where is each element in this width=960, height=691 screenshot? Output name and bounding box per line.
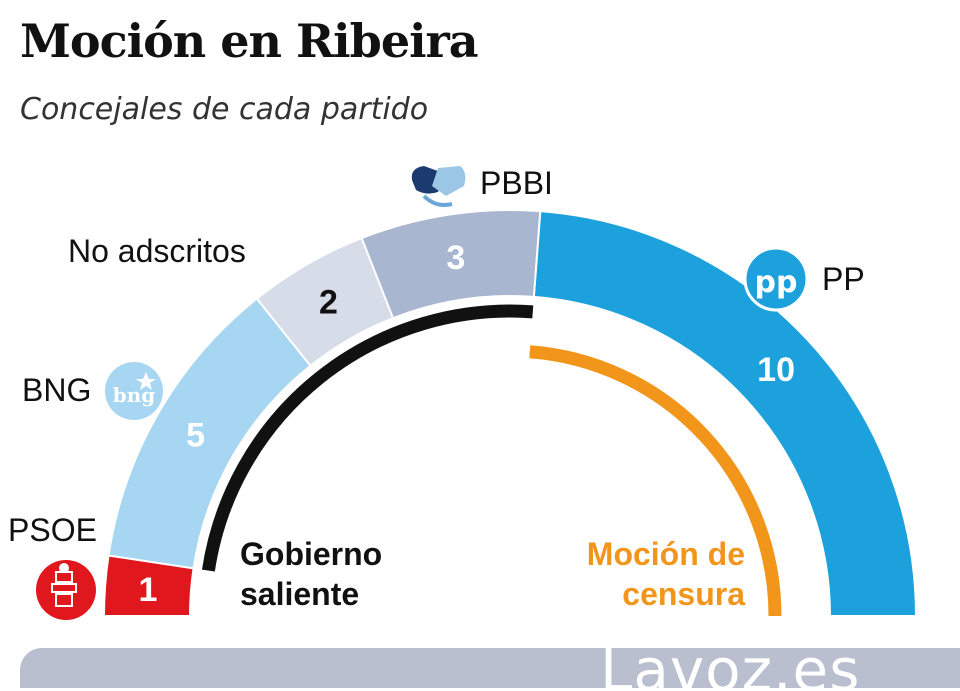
group-label-mocion-line1: Moción de <box>587 536 745 572</box>
group-label-mocion-line2: censura <box>622 576 745 612</box>
party-label-pbbi: PBBI <box>480 165 553 201</box>
svg-text:bng: bng <box>113 383 156 407</box>
party-label-pp: PP <box>822 261 865 297</box>
group-arc-0 <box>201 304 534 572</box>
value-label-pbbi: 3 <box>446 239 465 277</box>
footer-bar: Lavoz.es <box>20 648 960 688</box>
group-label-gobierno-line1: Gobierno <box>240 536 382 572</box>
arc-segment-bng <box>107 297 312 570</box>
group-label-gobierno-line2: saliente <box>240 576 359 612</box>
chart-subtitle: Concejales de cada partido <box>20 92 429 127</box>
group-arc-1 <box>529 345 782 617</box>
brand-watermark: Lavoz.es <box>600 648 861 688</box>
bng-logo-icon: bng <box>105 362 163 420</box>
svg-text:pp: pp <box>755 265 798 300</box>
party-label-psoe: PSOE <box>8 512 97 548</box>
psoe-logo-icon <box>36 560 96 620</box>
value-label-pp: 10 <box>757 351 795 389</box>
arc-segment-pp <box>532 210 918 617</box>
party-label-no-adscritos: No adscritos <box>68 233 246 269</box>
party-label-bng: BNG <box>22 372 91 408</box>
handshake-icon <box>411 166 466 207</box>
value-label-bng: 5 <box>186 417 205 455</box>
value-label-no-adscritos: 2 <box>319 284 338 322</box>
value-label-psoe: 1 <box>139 571 158 609</box>
chart-title: Moción en Ribeira <box>20 14 479 68</box>
pp-logo-icon: pp <box>743 246 809 312</box>
